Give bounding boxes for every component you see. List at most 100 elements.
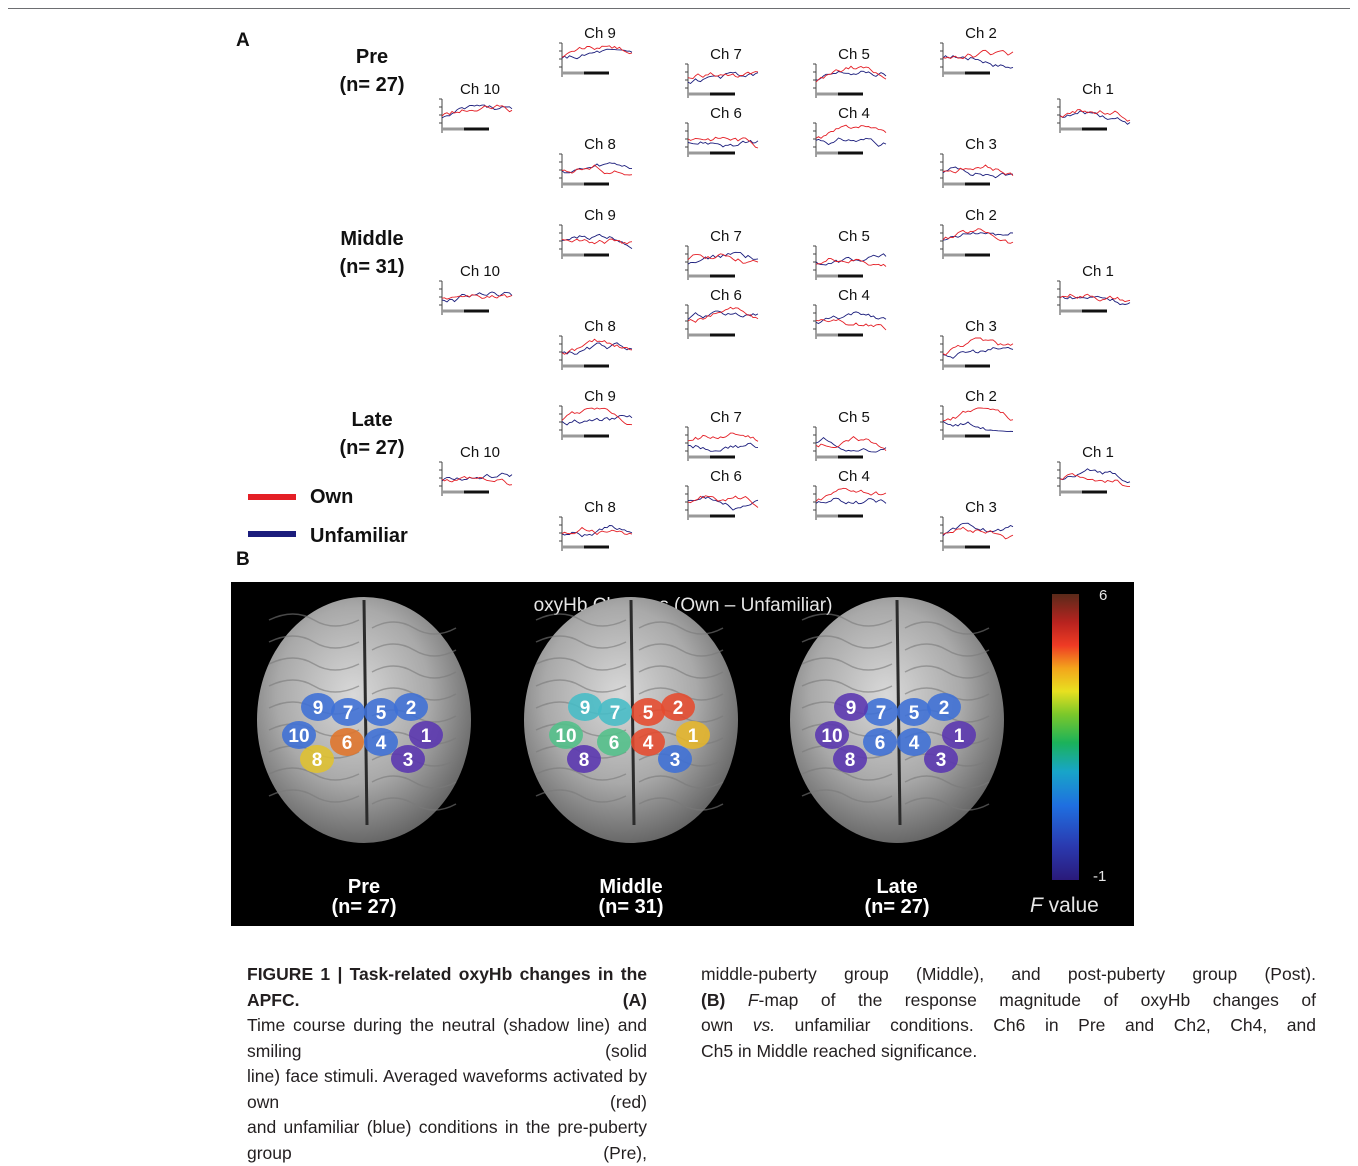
brain-gyrus (535, 789, 627, 803)
channel-number: 5 (376, 703, 387, 724)
channel-blob-1 (942, 721, 976, 749)
channel-blob-8 (567, 745, 601, 773)
brain-gyrus (371, 665, 457, 679)
channel-number: 1 (954, 726, 965, 747)
brain-gyrus (268, 613, 360, 627)
wave-unfamiliar (942, 55, 1014, 69)
wave-own (687, 306, 759, 323)
waveform-ch8: Ch 8 (559, 499, 633, 551)
channel-blob-6 (863, 728, 897, 756)
brain-gyrus (535, 767, 627, 781)
channel-blob-1 (676, 721, 710, 749)
wave-unfamiliar (1059, 468, 1131, 484)
channel-label: Ch 4 (838, 105, 870, 122)
channel-label: Ch 1 (1082, 444, 1114, 461)
wave-own (441, 294, 513, 300)
brain-n: (n= 27) (331, 896, 396, 918)
brain-gyrus (535, 635, 627, 649)
wave-own (815, 65, 887, 83)
channel-number: 8 (312, 750, 323, 771)
wave-unfamiliar (687, 71, 759, 85)
caption-line: and unfamiliar (blue) conditions in the … (247, 1117, 647, 1163)
channel-label: Ch 9 (584, 207, 616, 224)
caption-own: own (701, 1015, 734, 1035)
wave-unfamiliar (687, 251, 759, 265)
wave-own (561, 45, 633, 58)
channel-number: 7 (610, 703, 621, 724)
channel-blob-7 (864, 698, 898, 726)
wave-unfamiliar (561, 525, 633, 538)
channel-number: 9 (580, 698, 591, 719)
brain-gyrus (535, 657, 627, 671)
waveform-ch7: Ch 7 (685, 46, 759, 98)
channel-label: Ch 3 (965, 136, 997, 153)
waveform-ch5: Ch 5 (813, 228, 887, 280)
legend-unfamiliar-label: Unfamiliar (310, 525, 408, 547)
channel-number: 8 (579, 750, 590, 771)
channel-blob-3 (658, 745, 692, 773)
wave-unfamiliar (942, 420, 1014, 433)
wave-own (687, 136, 759, 149)
channel-label: Ch 7 (710, 409, 742, 426)
channel-label: Ch 9 (584, 25, 616, 42)
wave-own (441, 475, 513, 486)
channel-label: Ch 3 (965, 318, 997, 335)
channel-label: Ch 5 (838, 409, 870, 426)
waveform-ch5: Ch 5 (813, 46, 887, 98)
brain-gyrus (535, 679, 627, 693)
caption-col1: FIGURE 1 | Task-related oxyHb changes in… (247, 962, 647, 1166)
caption-line-b: (B) F-map of the response magnitude of o… (701, 988, 1316, 1014)
channel-label: Ch 9 (584, 388, 616, 405)
channel-label: Ch 10 (460, 81, 500, 98)
wave-own (561, 164, 633, 176)
wave-own (687, 432, 759, 442)
wave-own (815, 487, 887, 502)
wave-own (561, 526, 633, 536)
brain-gyrus (268, 657, 360, 671)
wave-own (942, 407, 1014, 422)
wave-own (441, 104, 513, 117)
waveform-grid: Ch 1 Ch 2 Ch 3 Ch 4 Ch 5 Ch 6 Ch 7 Ch 8 Ch 9 Ch 1… (439, 25, 1131, 551)
wave-unfamiliar (561, 48, 633, 60)
waveform-ch7: Ch 7 (685, 228, 759, 280)
waveform-ch10: Ch 10 (439, 263, 513, 315)
wave-unfamiliar (815, 137, 887, 147)
channel-blob-6 (597, 728, 631, 756)
channel-blob-4 (631, 728, 665, 756)
channel-number: 7 (343, 703, 354, 724)
figure-page: A Pre (n= 27) Middle (n= 31) Late (n= 27) Ch … (8, 8, 1350, 1163)
channel-label: Ch 8 (584, 318, 616, 335)
wave-own (561, 338, 633, 355)
caption-line: Ch5 in Middle reached significance. (701, 1040, 978, 1061)
group-n: (n= 27) (339, 74, 404, 96)
brain-gyrus (268, 789, 360, 803)
channel-blob-2 (394, 693, 428, 721)
wave-unfamiliar (815, 253, 887, 266)
waveform-ch1: Ch 1 (1057, 263, 1131, 315)
channel-number: 5 (909, 703, 920, 724)
channel-blob-2 (661, 693, 695, 721)
channel-blob-10 (815, 721, 849, 749)
brain-gyrus (904, 665, 990, 679)
wave-own (687, 71, 759, 79)
caption-unfamiliar: unfamiliar conditions. Ch6 in Pre and Ch… (794, 1015, 1316, 1035)
wave-own (815, 319, 887, 331)
wave-own (942, 228, 1014, 244)
channel-blob-5 (897, 698, 931, 726)
wave-unfamiliar (815, 497, 887, 505)
brain-gyrus (638, 643, 724, 657)
channel-number: 3 (936, 750, 947, 771)
channel-label: Ch 10 (460, 263, 500, 280)
group-name: Late (351, 409, 392, 431)
channel-label: Ch 4 (838, 287, 870, 304)
channel-label: Ch 6 (710, 468, 742, 485)
wave-unfamiliar (815, 437, 887, 453)
wave-own (1059, 109, 1131, 122)
waveform-ch4: Ch 4 (813, 468, 887, 520)
channel-blob-8 (833, 745, 867, 773)
caption-line: middle-puberty group (Middle), and post-… (701, 964, 1316, 984)
wave-unfamiliar (561, 342, 633, 355)
channel-label: Ch 2 (965, 207, 997, 224)
colorbar (1052, 594, 1079, 880)
channel-blob-10 (282, 721, 316, 749)
